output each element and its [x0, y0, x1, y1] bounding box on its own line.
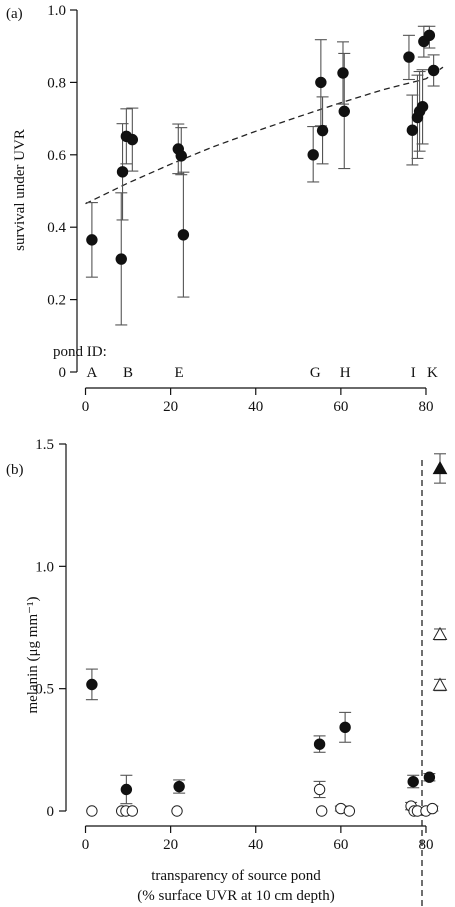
panel-a-x-tick-label: 0: [82, 399, 90, 415]
panel-b-open-point: [426, 802, 439, 815]
panel-b-x-axis-title-line2: (% surface UVR at 10 cm depth): [137, 888, 334, 904]
panel-a-y-tick-label: 1.0: [47, 3, 66, 19]
panel-b-label: (b): [6, 462, 24, 478]
panel-b-filled-point: [173, 780, 185, 793]
panel-a: (a) survival under UVR 00.20.40.60.81.0 …: [6, 3, 444, 415]
panel-a-fit-line: [85, 66, 444, 205]
pond-id-label: K: [427, 365, 438, 381]
panel-a-x-tick-label: 60: [333, 399, 348, 415]
panel-b-reference-markers: [432, 453, 448, 692]
panel-b-x-axis-title: transparency of source pond: [151, 868, 321, 884]
panel-b-open-point: [316, 805, 328, 817]
panel-a-x-tick-label: 20: [163, 399, 178, 415]
panel-a-y-axis-title: survival under UVR: [12, 129, 28, 251]
panel-b-open-point: [343, 805, 356, 817]
pond-id-label: G: [310, 365, 321, 381]
panel-b-points: [85, 668, 439, 817]
panel-a-data-point: [175, 150, 187, 162]
reference-open-triangle: [432, 677, 448, 691]
panel-a-points: [85, 25, 440, 326]
panel-b-x-axis: 0 20 40 60 80: [82, 825, 433, 853]
pond-id-label: A: [86, 365, 97, 381]
panel-b-filled-point: [339, 721, 351, 734]
panel-a-y-tick-label: 0.6: [47, 148, 66, 164]
pond-id-label: E: [175, 365, 184, 381]
panel-a-x-tick-label: 40: [248, 399, 263, 415]
panel-a-data-point: [427, 64, 440, 77]
panel-b-y-tick-label: 0: [47, 804, 55, 820]
panel-a-data-point: [126, 133, 139, 146]
panel-b-open-point: [171, 805, 183, 817]
panel-a-y-tick-label: 0.2: [47, 293, 66, 309]
panel-b: (b) melanin (μg mm⁻¹) 0 0.5 1.0 1.5 0 20 40 60…: [6, 437, 448, 907]
panel-b-y-axis: 0 0.5 1.0 1.5: [35, 437, 67, 820]
panel-b-x-tick-label: 40: [248, 837, 263, 853]
panel-b-x-tick-label: 20: [163, 837, 178, 853]
panel-a-data-point: [315, 76, 327, 89]
panel-a-label: (a): [6, 6, 23, 22]
panel-a-data-point: [115, 253, 127, 265]
panel-a-data-point: [86, 234, 98, 246]
panel-a-data-point: [403, 51, 415, 63]
reference-open-triangle: [432, 626, 448, 641]
panel-b-open-point: [86, 805, 98, 817]
panel-b-x-tick-label: 60: [333, 837, 348, 853]
pond-id-title: pond ID:: [53, 344, 107, 360]
pond-id-label: B: [123, 365, 133, 381]
pond-id-label: I: [411, 365, 416, 381]
panel-a-data-point: [316, 124, 329, 137]
panel-b-y-tick-label: 1.5: [35, 437, 54, 453]
panel-a-x-tick-label: 80: [418, 399, 433, 415]
panel-a-y-tick-label: 0.4: [47, 220, 66, 236]
reference-filled-triangle: [432, 460, 448, 475]
panel-a-data-point: [423, 29, 436, 42]
panel-b-y-tick-label: 1.0: [35, 559, 54, 575]
panel-b-filled-point: [423, 771, 436, 783]
panel-b-x-tick-label: 0: [82, 837, 90, 853]
panel-b-y-tick-label: 0.5: [35, 682, 54, 698]
panel-a-data-point: [177, 229, 190, 241]
panel-a-data-point: [406, 124, 419, 136]
panel-a-data-point: [307, 149, 319, 161]
panel-a-y-tick-label: 0.8: [47, 75, 66, 91]
panel-b-filled-point: [407, 775, 419, 788]
pond-id-label: H: [340, 365, 351, 381]
panel-a-data-point: [116, 166, 129, 178]
panel-b-filled-point: [313, 738, 326, 750]
panel-a-data-point: [337, 67, 349, 79]
panel-a-data-point: [338, 105, 350, 118]
panel-a-x-axis: 0 20 40 60 80: [82, 387, 433, 415]
panel-b-open-point: [126, 805, 139, 817]
panel-b-y-axis-title: melanin (μg mm⁻¹): [25, 596, 41, 713]
panel-b-x-tick-label: 80: [418, 837, 433, 853]
panel-a-data-point: [416, 100, 429, 113]
panel-b-open-point: [313, 783, 326, 796]
panel-a-y-tick-label: 0: [59, 365, 67, 381]
panel-b-filled-point: [120, 783, 133, 796]
panel-a-y-axis: 0 0.2 0.4 0.6 0.8 1.0: [47, 3, 78, 381]
panel-b-filled-point: [86, 678, 98, 691]
